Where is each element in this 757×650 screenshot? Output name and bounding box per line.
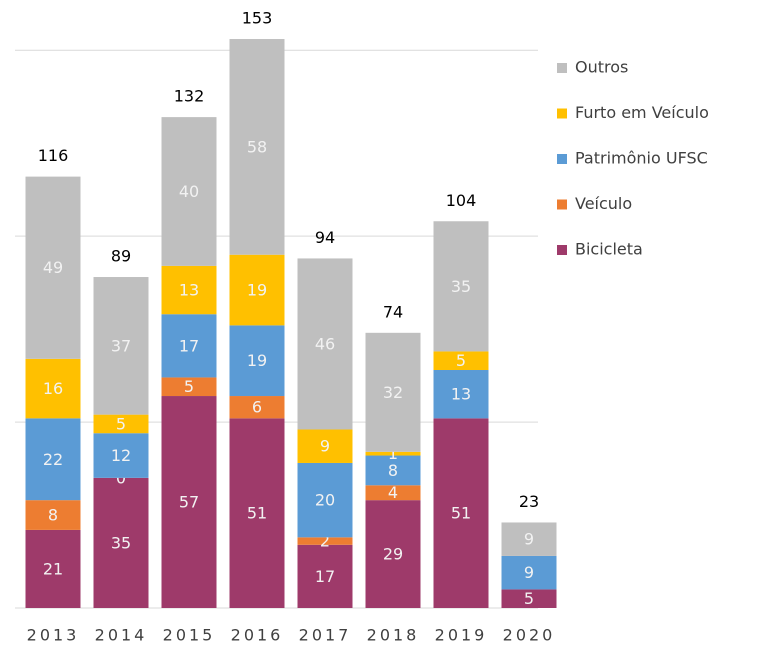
- bar-segment: [161, 314, 217, 378]
- bar-segment: [25, 418, 81, 501]
- bar-segment: [365, 332, 421, 452]
- total-label: 104: [446, 191, 477, 210]
- data-label: 20: [315, 491, 335, 510]
- data-label: 1: [388, 444, 398, 463]
- data-label: 46: [315, 334, 335, 353]
- bar-segment: [93, 433, 149, 478]
- x-tick-label: 2019: [435, 626, 488, 645]
- data-label: 19: [247, 351, 267, 370]
- legend-swatch: [557, 245, 567, 255]
- data-label: 49: [43, 258, 63, 277]
- data-label: 40: [179, 182, 199, 201]
- bar-segment: [25, 176, 81, 359]
- legend-swatch: [557, 199, 567, 210]
- bar-segment: [93, 277, 149, 415]
- total-label: 23: [519, 492, 539, 511]
- bar-segment: [25, 529, 81, 608]
- data-label: 13: [179, 281, 199, 300]
- data-label: 12: [111, 446, 131, 465]
- data-label: 9: [320, 437, 330, 456]
- bar-segment: [25, 358, 81, 419]
- data-label: 17: [179, 336, 199, 355]
- bar-segment: [25, 500, 81, 530]
- data-label: 5: [116, 414, 126, 433]
- bar-segment: [229, 254, 285, 326]
- data-label: 8: [48, 506, 58, 525]
- data-label: 2: [320, 532, 330, 551]
- data-label: 5: [524, 589, 534, 608]
- bar-segment: [501, 589, 557, 608]
- data-label: 35: [111, 533, 131, 552]
- bar-segment: [161, 117, 217, 266]
- total-label: 132: [174, 87, 205, 106]
- bar-segment: [433, 351, 489, 370]
- legend-label: Bicicleta: [575, 240, 643, 259]
- bar-segment: [93, 477, 149, 608]
- data-label: 9: [524, 563, 534, 582]
- bar-segment: [93, 414, 149, 434]
- x-tick-label: 2016: [231, 626, 284, 645]
- data-label: 22: [43, 450, 63, 469]
- bar-segment: [229, 418, 285, 608]
- data-label: 51: [247, 504, 267, 523]
- data-label: 35: [451, 277, 471, 296]
- data-label: 58: [247, 137, 267, 156]
- bar-segment: [161, 396, 217, 608]
- bar-segment: [161, 265, 217, 315]
- data-label: 4: [388, 483, 398, 502]
- bar-segment: [297, 537, 353, 545]
- total-label: 153: [242, 9, 273, 28]
- bar-segment: [433, 418, 489, 608]
- bar-segment: [433, 370, 489, 419]
- data-label: 8: [388, 461, 398, 480]
- data-label: 17: [315, 567, 335, 586]
- x-tick-label: 2017: [299, 626, 352, 645]
- bar-segment: [365, 485, 421, 501]
- legend-swatch: [557, 154, 567, 164]
- data-label: 29: [383, 545, 403, 564]
- total-label: 89: [111, 247, 131, 266]
- legend-label: Furto em Veículo: [575, 103, 709, 122]
- data-label: 9: [524, 530, 534, 549]
- bar-segment: [161, 377, 217, 397]
- data-label: 19: [247, 281, 267, 300]
- bar-segment: [433, 221, 489, 352]
- bar-segment: [297, 429, 353, 463]
- data-label: 5: [456, 351, 466, 370]
- legend-swatch: [557, 108, 567, 119]
- data-label: 37: [111, 336, 131, 355]
- data-label: 16: [43, 379, 63, 398]
- bar-segment: [297, 544, 353, 608]
- bar-segment: [297, 258, 353, 430]
- data-label: 13: [451, 385, 471, 404]
- x-tick-label: 2014: [95, 626, 148, 645]
- bar-segment: [297, 462, 353, 538]
- legend-label: Outros: [575, 58, 628, 77]
- legend-label: Patrimônio UFSC: [575, 149, 708, 168]
- bar-segment: [365, 451, 421, 456]
- total-label: 74: [383, 302, 403, 321]
- legend-swatch: [557, 63, 567, 73]
- data-label: 57: [179, 493, 199, 512]
- bar-segment: [501, 522, 557, 556]
- x-tick-label: 2020: [503, 626, 556, 645]
- x-tick-label: 2018: [367, 626, 420, 645]
- data-label: 51: [451, 504, 471, 523]
- legend-label: Veículo: [575, 194, 632, 213]
- data-label: 21: [43, 559, 63, 578]
- total-label: 94: [315, 228, 335, 247]
- bar-segment: [501, 555, 557, 590]
- data-label: 32: [383, 383, 403, 402]
- total-label: 116: [38, 146, 69, 165]
- x-tick-label: 2013: [27, 626, 80, 645]
- bar-segment: [229, 396, 285, 419]
- bar-segment: [229, 39, 285, 255]
- bar-segment: [365, 455, 421, 486]
- data-label: 5: [184, 377, 194, 396]
- bar-segment: [365, 500, 421, 608]
- data-label: 6: [252, 398, 262, 417]
- x-tick-label: 2015: [163, 626, 216, 645]
- bar-segment: [229, 325, 285, 397]
